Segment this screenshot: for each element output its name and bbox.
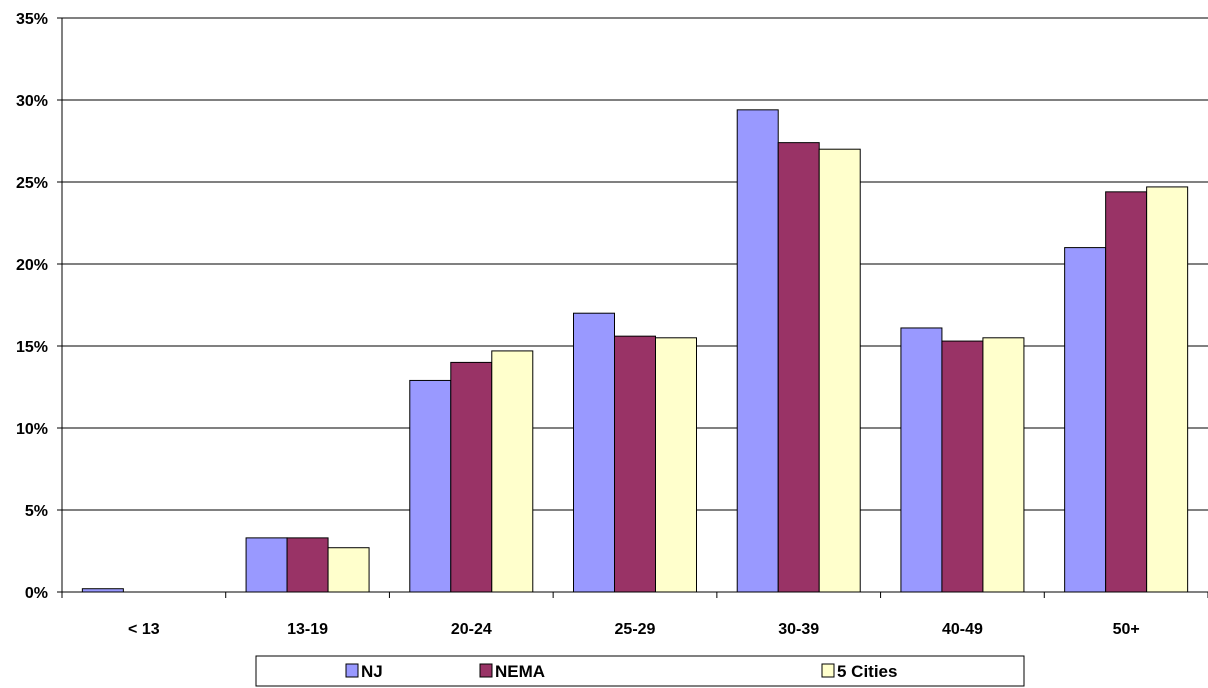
- legend-label: NJ: [361, 662, 383, 681]
- x-tick-label: 25-29: [615, 621, 656, 638]
- y-tick-label: 10%: [16, 421, 48, 438]
- bar-5-cities: [655, 337, 697, 593]
- y-tick-label: 15%: [16, 339, 48, 356]
- legend: NJ NEMA 5 Cities: [255, 655, 1025, 687]
- bar-nema: [614, 335, 656, 593]
- axes: [61, 18, 1208, 593]
- x-tick-label: 13-19: [287, 621, 328, 638]
- bar-nj: [1064, 247, 1107, 593]
- bar-nema: [777, 142, 820, 593]
- legend-swatch: [821, 663, 835, 678]
- bar-nj: [409, 379, 452, 593]
- y-tick-label: 0%: [25, 585, 48, 602]
- bar-5-cities: [1146, 186, 1189, 593]
- y-tick-label: 35%: [16, 11, 48, 28]
- x-tick-label: 30-39: [778, 621, 819, 638]
- bar-nema: [1105, 191, 1148, 593]
- legend-box: [255, 655, 1025, 687]
- bar-5-cities: [818, 148, 861, 593]
- y-tick-label: 5%: [25, 503, 48, 520]
- bar-nj: [900, 327, 943, 593]
- legend-swatch: [345, 663, 359, 678]
- y-tick-label: 25%: [16, 175, 48, 192]
- bar-nema: [286, 537, 329, 593]
- x-tick-label: 40-49: [942, 621, 983, 638]
- bar-5-cities: [491, 350, 534, 593]
- bar-nj: [573, 312, 615, 593]
- legend-swatch: [479, 663, 493, 678]
- legend-label: NEMA: [495, 662, 545, 681]
- bar-5-cities: [327, 547, 370, 593]
- x-tick-label: 20-24: [451, 621, 492, 638]
- x-tick-label: 50+: [1113, 621, 1140, 638]
- bar-5-cities: [982, 337, 1025, 593]
- x-tick-label: < 13: [128, 621, 160, 638]
- y-ticks: 0% 5% 10% 15% 20% 25% 30% 35%: [16, 11, 62, 602]
- bar-nj: [245, 537, 288, 593]
- y-tick-label: 20%: [16, 257, 48, 274]
- y-tick-label: 30%: [16, 93, 48, 110]
- bars: [81, 109, 1189, 593]
- bar-nema: [450, 361, 493, 593]
- bar-nema: [941, 340, 984, 593]
- bar-nj: [736, 109, 779, 593]
- legend-label: 5 Cities: [837, 662, 897, 681]
- x-ticks: < 13 13-19 20-24 25-29 30-39 40-49 50+: [61, 592, 1208, 638]
